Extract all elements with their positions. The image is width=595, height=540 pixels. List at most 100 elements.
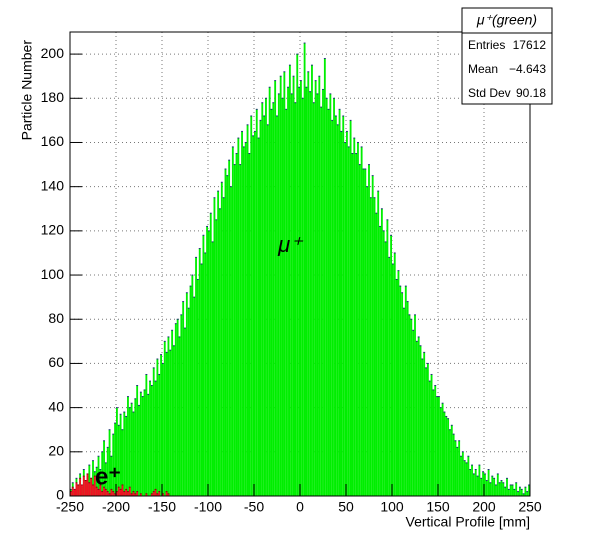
bar — [362, 168, 365, 496]
bar — [101, 451, 104, 496]
y-tick-label: 100 — [41, 266, 65, 282]
bar — [116, 407, 118, 496]
bar — [127, 396, 129, 496]
bar — [228, 160, 231, 496]
bar — [358, 164, 361, 497]
bar — [388, 257, 391, 496]
y-tick-label: 40 — [48, 398, 64, 414]
bar — [404, 286, 407, 496]
bar — [125, 416, 128, 496]
bar — [301, 98, 304, 497]
bar — [447, 418, 450, 496]
bar — [428, 381, 431, 496]
y-axis-label: Particle Number — [19, 40, 35, 141]
bar — [487, 469, 490, 496]
bar — [250, 115, 253, 496]
bar — [116, 491, 118, 496]
bar — [104, 489, 107, 496]
bar — [430, 374, 433, 496]
bar — [410, 319, 413, 496]
bar — [117, 425, 120, 496]
y-tick-label: 160 — [41, 133, 65, 149]
bar — [476, 476, 479, 496]
stats-value: −4.643 — [509, 62, 546, 76]
bar — [154, 489, 157, 496]
bar — [147, 394, 150, 496]
bar — [311, 65, 313, 497]
bar — [528, 484, 530, 496]
bar — [441, 403, 444, 496]
bar — [209, 213, 212, 496]
bar — [436, 396, 438, 496]
bar — [445, 416, 448, 496]
bar — [285, 109, 288, 496]
bar — [266, 124, 269, 497]
bar — [320, 107, 323, 496]
bar — [265, 98, 267, 497]
bar — [99, 484, 102, 496]
bar — [263, 115, 266, 496]
bar — [141, 396, 144, 496]
bar — [119, 489, 122, 496]
bar — [132, 491, 135, 496]
bar — [136, 385, 139, 496]
bar — [178, 336, 181, 496]
bar — [439, 407, 442, 496]
bar — [379, 226, 381, 496]
y-tick-label: 200 — [41, 45, 65, 61]
bar — [438, 396, 440, 496]
bar — [401, 292, 404, 496]
bar — [162, 493, 164, 496]
bar — [110, 456, 113, 496]
bar — [283, 71, 286, 497]
bar — [360, 146, 363, 496]
bar — [386, 219, 389, 497]
bar — [152, 491, 155, 496]
bar — [154, 381, 157, 496]
bar — [408, 314, 411, 496]
bar — [357, 142, 359, 496]
bar — [380, 208, 383, 496]
bar — [103, 440, 105, 496]
bar — [340, 131, 343, 496]
x-tick-label: 150 — [426, 499, 450, 515]
bar — [217, 191, 220, 497]
bar — [471, 465, 473, 496]
x-tick-label: 200 — [472, 499, 496, 515]
bar — [434, 385, 437, 496]
bar — [220, 182, 223, 496]
y-tick-label: 140 — [41, 177, 65, 193]
bar — [156, 493, 159, 496]
x-tick-label: 50 — [338, 499, 354, 515]
bar — [211, 241, 214, 496]
bar — [449, 429, 451, 496]
bar — [92, 484, 94, 496]
bar — [123, 412, 126, 496]
bar — [274, 80, 277, 496]
bar — [472, 473, 475, 496]
bar — [233, 164, 236, 497]
bar — [257, 138, 260, 497]
bar — [106, 491, 109, 496]
bar — [128, 407, 131, 496]
bar — [97, 489, 100, 496]
bar — [469, 469, 472, 496]
bar — [193, 297, 196, 496]
bar — [489, 482, 492, 496]
x-axis-label: Vertical Profile [mm] — [406, 514, 530, 530]
stats-frame — [461, 7, 553, 105]
bar — [180, 314, 183, 496]
bar — [292, 76, 295, 496]
bar — [88, 465, 91, 496]
y-tick-label: 80 — [48, 310, 64, 326]
bar — [287, 87, 289, 496]
bar — [279, 76, 282, 496]
bar — [517, 491, 519, 496]
bar — [165, 491, 168, 496]
bar — [384, 241, 387, 496]
bar — [219, 208, 221, 496]
bar — [342, 115, 345, 496]
bar — [458, 440, 461, 496]
bar — [215, 219, 218, 497]
bar — [110, 489, 113, 496]
